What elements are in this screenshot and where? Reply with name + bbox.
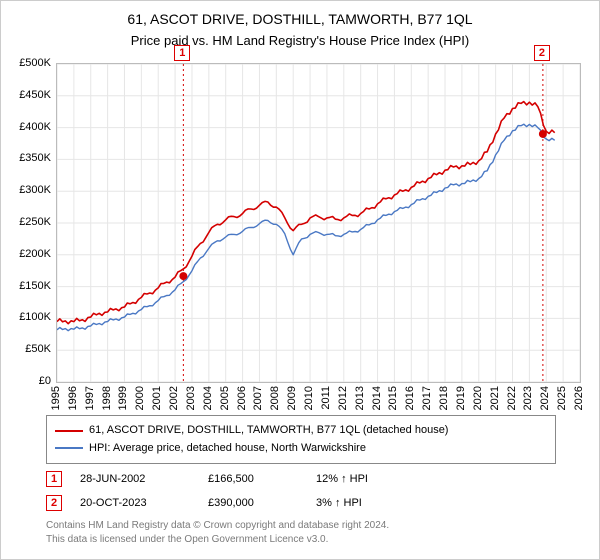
- xtick-label: 2013: [354, 386, 366, 410]
- ytick-label: £100K: [19, 311, 51, 323]
- series-price_paid: [57, 102, 555, 324]
- xtick-label: 1997: [84, 386, 96, 410]
- xtick-label: 2025: [556, 386, 568, 410]
- xtick-label: 2016: [404, 386, 416, 410]
- xtick-label: 2021: [489, 386, 501, 410]
- legend-item: 61, ASCOT DRIVE, DOSTHILL, TAMWORTH, B77…: [55, 422, 547, 440]
- footer-line2: This data is licensed under the Open Gov…: [46, 533, 556, 547]
- legend-swatch: [55, 447, 83, 449]
- xtick-label: 1998: [101, 386, 113, 410]
- xtick-label: 2018: [438, 386, 450, 410]
- xtick-label: 2006: [236, 386, 248, 410]
- xtick-label: 2019: [455, 386, 467, 410]
- xtick-label: 2023: [522, 386, 534, 410]
- legend-label: HPI: Average price, detached house, Nort…: [89, 440, 366, 458]
- sale-delta: 3% ↑ HPI: [316, 497, 362, 509]
- xtick-label: 2010: [303, 386, 315, 410]
- xtick-label: 2017: [421, 386, 433, 410]
- xtick-label: 2011: [320, 386, 332, 410]
- xtick-label: 2002: [168, 386, 180, 410]
- xtick-label: 2014: [371, 386, 383, 410]
- plot-svg: [57, 64, 580, 382]
- xtick-label: 1999: [117, 386, 129, 410]
- xtick-label: 2024: [539, 386, 551, 410]
- xtick-label: 2020: [472, 386, 484, 410]
- xtick-label: 2009: [286, 386, 298, 410]
- chart-title: 61, ASCOT DRIVE, DOSTHILL, TAMWORTH, B77…: [1, 11, 599, 27]
- sale-date: 20-OCT-2023: [80, 497, 190, 509]
- xtick-label: 1996: [67, 386, 79, 410]
- legend-swatch: [55, 430, 83, 432]
- xtick-label: 2008: [269, 386, 281, 410]
- footer-line1: Contains HM Land Registry data © Crown c…: [46, 519, 556, 533]
- sale-marker-box: 1: [46, 471, 62, 487]
- ytick-label: £150K: [19, 280, 51, 292]
- xtick-label: 2015: [387, 386, 399, 410]
- sale-row: 1 28-JUN-2002 £166,500 12% ↑ HPI: [46, 471, 556, 487]
- legend-label: 61, ASCOT DRIVE, DOSTHILL, TAMWORTH, B77…: [89, 422, 448, 440]
- xtick-label: 2007: [252, 386, 264, 410]
- sales-table: 1 28-JUN-2002 £166,500 12% ↑ HPI 2 20-OCT-202…: [46, 463, 556, 511]
- ytick-label: £250K: [19, 216, 51, 228]
- ytick-label: £350K: [19, 152, 51, 164]
- xtick-label: 2004: [202, 386, 214, 410]
- chart-container: 61, ASCOT DRIVE, DOSTHILL, TAMWORTH, B77…: [0, 0, 600, 560]
- ytick-label: £200K: [19, 248, 51, 260]
- sale-price: £166,500: [208, 473, 298, 485]
- marker-box-2: 2: [534, 45, 550, 61]
- xtick-label: 2012: [337, 386, 349, 410]
- xtick-label: 2003: [185, 386, 197, 410]
- chart-subtitle: Price paid vs. HM Land Registry's House …: [1, 33, 599, 48]
- sale-row: 2 20-OCT-2023 £390,000 3% ↑ HPI: [46, 495, 556, 511]
- legend: 61, ASCOT DRIVE, DOSTHILL, TAMWORTH, B77…: [46, 415, 556, 464]
- series-hpi: [57, 124, 555, 331]
- xtick-label: 2026: [573, 386, 585, 410]
- legend-item: HPI: Average price, detached house, Nort…: [55, 440, 547, 458]
- xtick-label: 2022: [506, 386, 518, 410]
- sale-marker-box: 2: [46, 495, 62, 511]
- ytick-label: £50K: [25, 343, 51, 355]
- marker-box-1: 1: [174, 45, 190, 61]
- sale-delta: 12% ↑ HPI: [316, 473, 368, 485]
- footer-note: Contains HM Land Registry data © Crown c…: [46, 519, 556, 547]
- xtick-label: 1995: [50, 386, 62, 410]
- ytick-label: £450K: [19, 89, 51, 101]
- sale-price: £390,000: [208, 497, 298, 509]
- ytick-label: £400K: [19, 121, 51, 133]
- xtick-label: 2005: [219, 386, 231, 410]
- xtick-label: 2001: [151, 386, 163, 410]
- ytick-label: £300K: [19, 184, 51, 196]
- plot-area: [56, 63, 581, 383]
- xtick-label: 2000: [134, 386, 146, 410]
- sale-date: 28-JUN-2002: [80, 473, 190, 485]
- ytick-label: £500K: [19, 57, 51, 69]
